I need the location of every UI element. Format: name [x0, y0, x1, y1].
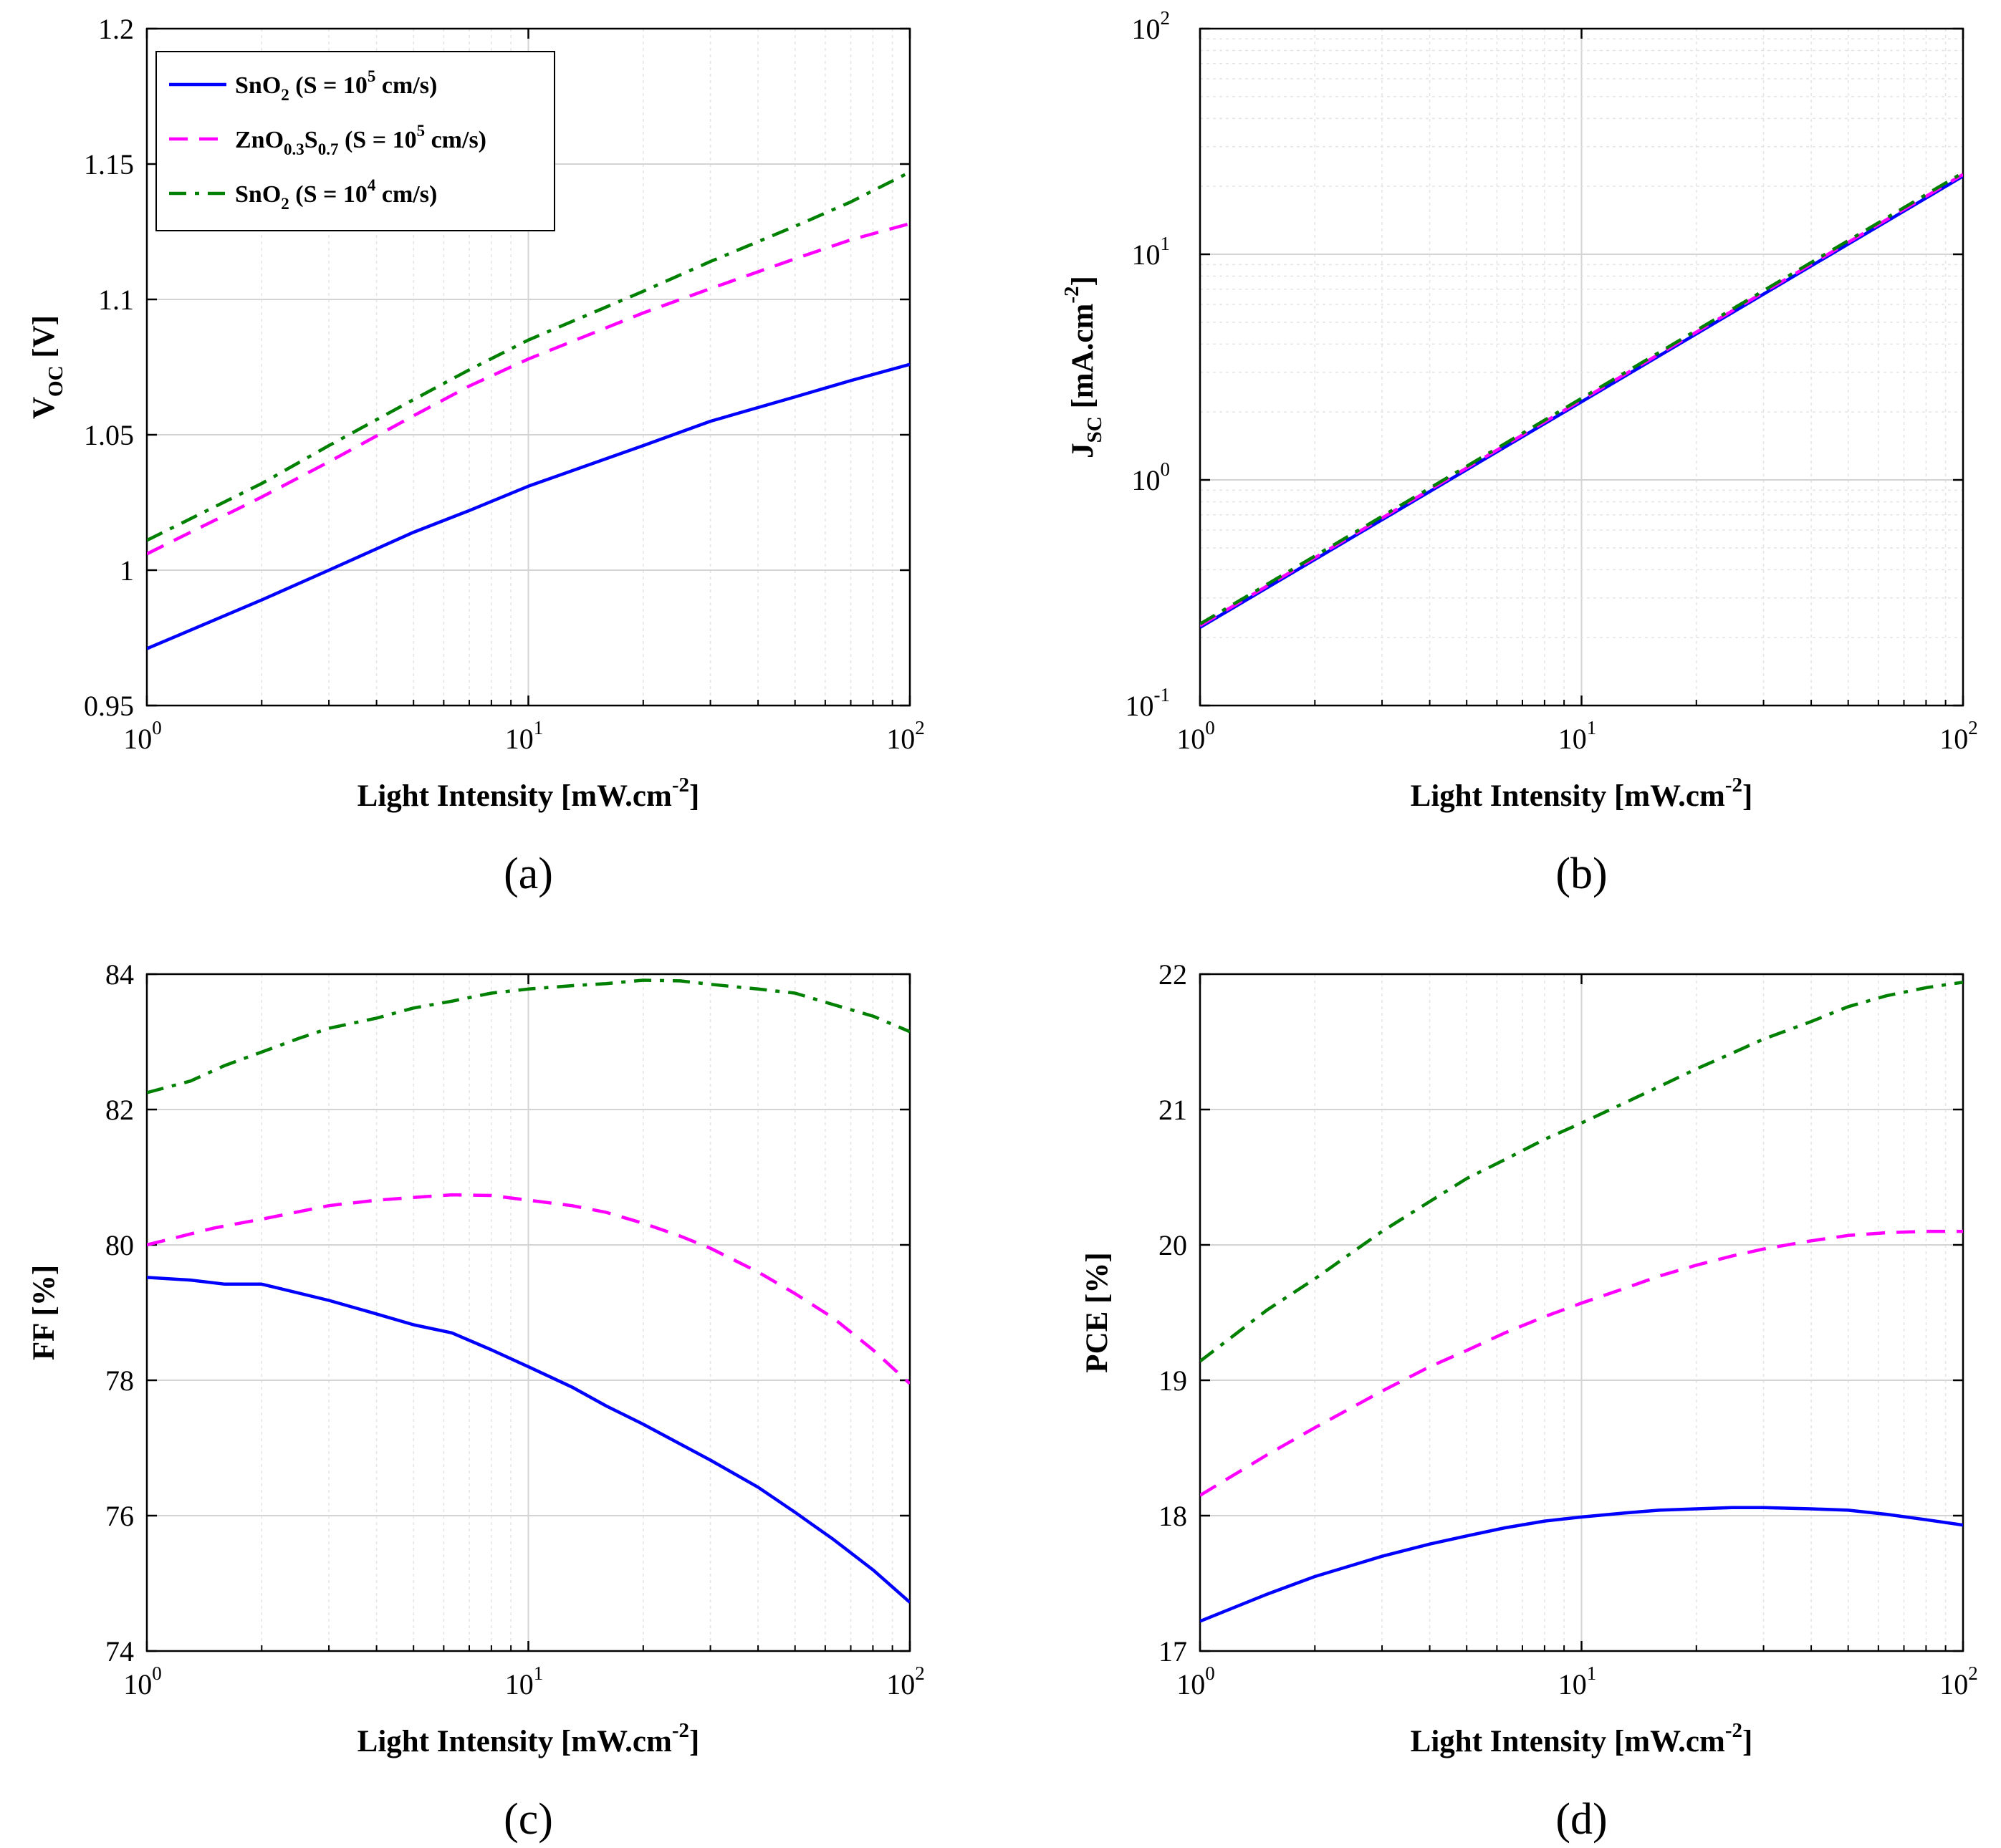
x-tick-label: 102	[1939, 1662, 1978, 1700]
series-line-sno2-s1e4	[1200, 981, 1963, 1363]
y-tick-label: 20	[1158, 1229, 1187, 1261]
y-tick-label: 1.1	[98, 284, 134, 316]
x-tick-label: 101	[505, 1662, 544, 1700]
x-tick-label: 101	[505, 717, 544, 755]
x-tick-label: 100	[123, 717, 162, 755]
y-tick-label: 78	[105, 1365, 134, 1397]
y-tick-label: 1.2	[98, 13, 134, 45]
x-axis-label: Light Intensity [mW.cm-2]	[1411, 774, 1753, 813]
y-tick-label: 17	[1158, 1635, 1187, 1667]
series-line-sno2-s1e4	[1200, 171, 1963, 626]
panel-d: 100 101 102 17 18 19 20 21 22 Light Intensity [mW…	[1080, 958, 1978, 1844]
panel-label-c: (c)	[504, 1795, 553, 1844]
x-tick-label: 102	[886, 717, 925, 755]
y-ticks-a: 0.95 1 1.05 1.1 1.15 1.2	[84, 13, 910, 722]
y-tick-label: 0.95	[84, 690, 134, 722]
y-tick-label: 74	[105, 1635, 134, 1667]
x-ticks-d: 100 101 102	[1176, 974, 1978, 1700]
y-tick-label: 101	[1132, 233, 1171, 271]
y-axis-label: JSC [mA.cm-2]	[1060, 276, 1106, 458]
legend-entry: SnO2 (S = 104 cm/s)	[235, 176, 437, 213]
y-tick-label: 18	[1158, 1500, 1187, 1532]
y-axis-label: VOC [V]	[27, 315, 67, 419]
series-line-zno-s1e5	[147, 1193, 910, 1385]
y-ticks-c: 74 76 78 80 82 84	[105, 958, 910, 1667]
x-axis-label: Light Intensity [mW.cm-2]	[358, 1719, 700, 1758]
y-ticks-d: 17 18 19 20 21 22	[1158, 958, 1963, 1667]
x-tick-label: 101	[1558, 1662, 1597, 1700]
y-tick-label: 102	[1132, 7, 1171, 45]
series-line-sno2-s1e5	[147, 362, 910, 650]
series-group-d	[1200, 981, 1963, 1623]
series-line-sno2-s1e4	[147, 978, 910, 1094]
y-tick-label: 1	[120, 554, 134, 587]
x-tick-label: 102	[886, 1662, 925, 1700]
legend: SnO2 (S = 105 cm/s) ZnO0.3S0.7 (S = 105 c…	[155, 51, 555, 231]
x-tick-label: 102	[1939, 717, 1978, 755]
y-tick-label: 82	[105, 1094, 134, 1126]
panel-label-b: (b)	[1555, 850, 1607, 898]
y-tick-label: 100	[1132, 458, 1171, 496]
series-line-zno-s1e5	[147, 222, 910, 556]
series-line-sno2-s1e5	[147, 1276, 910, 1604]
x-tick-label: 100	[123, 1662, 162, 1700]
grid-d	[1200, 974, 1963, 1651]
series-line-sno2-s1e5	[1200, 1506, 1963, 1623]
y-tick-label: 1.15	[84, 148, 134, 181]
x-axis-label: Light Intensity [mW.cm-2]	[1411, 1719, 1753, 1758]
x-tick-label: 100	[1176, 1662, 1215, 1700]
x-tick-label: 100	[1176, 717, 1215, 755]
series-group-c	[147, 978, 910, 1604]
y-axis-label: FF [%]	[27, 1265, 61, 1360]
panel-label-a: (a)	[504, 850, 553, 898]
x-ticks-b: 100 101 102	[1176, 29, 1978, 755]
y-tick-label: 22	[1158, 958, 1187, 991]
x-ticks-c: 100 101 102	[123, 974, 925, 1700]
panel-label-d: (d)	[1555, 1795, 1607, 1844]
series-line-sno2-s1e4	[147, 170, 910, 542]
legend-entry: ZnO0.3S0.7 (S = 105 cm/s)	[235, 122, 486, 158]
series-group-a	[147, 170, 910, 650]
x-tick-label: 101	[1558, 717, 1597, 755]
grid-b	[1200, 29, 1963, 706]
grid-c	[147, 974, 910, 1651]
legend-box	[155, 51, 555, 231]
y-tick-label: 10-1	[1126, 684, 1171, 722]
y-tick-label: 19	[1158, 1365, 1187, 1397]
y-axis-label: PCE [%]	[1080, 1252, 1114, 1372]
panel-c: 100 101 102 74 76 78 80 82 84 Light Intensity [mW…	[27, 958, 925, 1844]
legend-entry: SnO2 (S = 105 cm/s)	[235, 67, 437, 104]
y-tick-label: 80	[105, 1229, 134, 1261]
series-group-b	[1200, 171, 1963, 629]
y-tick-label: 76	[105, 1500, 134, 1532]
panel-a: 100 101 102 0.95 1 1.05 1.1 1.15 1.2 Light Intens…	[27, 13, 925, 898]
y-tick-label: 21	[1158, 1094, 1187, 1126]
y-tick-label: 84	[105, 958, 134, 991]
series-line-zno-s1e5	[1200, 1229, 1963, 1497]
y-tick-label: 1.05	[84, 419, 134, 451]
x-axis-label: Light Intensity [mW.cm-2]	[358, 774, 700, 813]
